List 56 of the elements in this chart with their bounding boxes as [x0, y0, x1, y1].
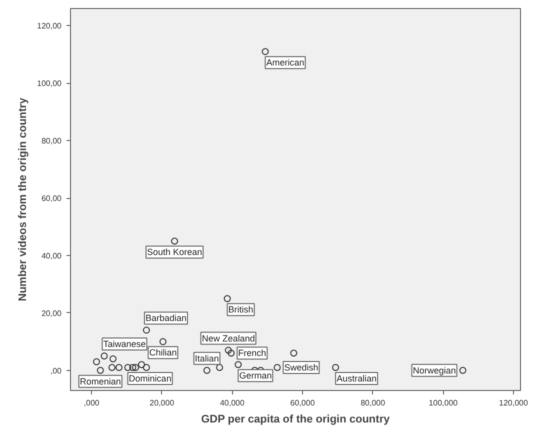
annotation: Swedish: [284, 362, 318, 373]
annotation: Barbadian: [145, 313, 186, 324]
point: [171, 238, 178, 245]
point: [96, 366, 104, 374]
y-tick-label: 20,00: [41, 308, 62, 318]
y-tick-label: ,00: [50, 366, 62, 376]
point: [216, 364, 224, 372]
point: [224, 346, 232, 354]
x-tick-label: 60,000: [290, 398, 316, 408]
x-tick-label: 120,000: [499, 398, 528, 408]
annotation: British: [228, 304, 254, 315]
point: [142, 364, 150, 372]
point: [108, 364, 116, 372]
x-tick-label: ,000: [84, 398, 100, 408]
x-tick-label: 80,000: [360, 398, 386, 408]
point: [274, 364, 281, 372]
point: [116, 364, 123, 372]
annotation: Australian: [336, 374, 377, 384]
point: [459, 366, 466, 374]
point: [129, 364, 136, 372]
point: [142, 326, 150, 334]
y-tick-label: 100,00: [37, 79, 62, 88]
x-tick-label: 100,000: [428, 398, 458, 408]
point: [290, 350, 298, 357]
annotation: New Zealand: [202, 333, 255, 344]
y-tick-label: 80,00: [41, 136, 62, 146]
annotation: German: [239, 370, 272, 381]
point: [124, 364, 132, 372]
y-tick-label: 60,00: [41, 194, 62, 204]
annotation: Chilian: [149, 348, 177, 358]
point: [138, 361, 146, 368]
annotation: French: [238, 348, 266, 358]
y-tick-label: 40,00: [41, 252, 62, 261]
annotation: South Korean: [147, 247, 202, 258]
point: [224, 295, 231, 302]
point: [332, 364, 340, 372]
point: [228, 350, 235, 357]
point: [203, 366, 210, 374]
y-tick-label: 120,00: [37, 22, 62, 31]
point: [262, 48, 269, 56]
point: [159, 338, 166, 346]
x-axis-title: GDP per capita of the origin country: [201, 414, 391, 426]
point: [132, 364, 140, 372]
annotation: Norwegian: [412, 365, 456, 376]
x-tick-label: 40,000: [220, 398, 246, 408]
point: [110, 355, 117, 362]
annotation: Taiwanese: [103, 339, 146, 350]
annotation: Italian: [194, 353, 219, 364]
y-axis-title: Number videos from the origin country: [17, 96, 30, 302]
point: [100, 352, 108, 360]
point: [93, 358, 100, 366]
annotation: American: [266, 58, 304, 68]
point: [234, 361, 242, 368]
annotation: Romenian: [80, 376, 121, 386]
annotation: Dominican: [128, 374, 172, 384]
x-tick-label: 20,000: [150, 398, 175, 408]
